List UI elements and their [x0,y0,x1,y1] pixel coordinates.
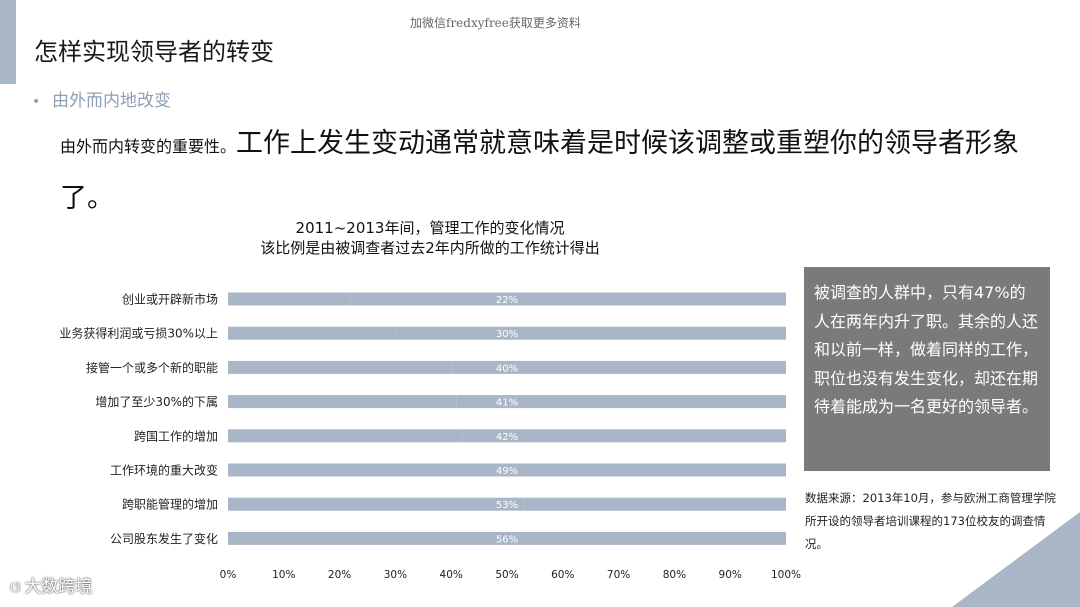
x-tick-label-4: 40% [440,569,463,581]
butterfly-icon: ଓ [10,578,21,596]
bar-value-0 [228,292,351,306]
lead-big-text: 工作上发生变动通常就意味着是时候该调整或重塑你的领导者形象了。 [60,128,1020,214]
category-label-0: 创业或开辟新市场 [122,292,218,307]
x-tick-label-3: 30% [384,569,407,581]
data-label-7: 56% [496,534,518,545]
category-label-7: 公司股东发生了变化 [110,531,218,546]
logo-text: 大数跨境 [24,577,93,597]
category-label-1: 业务获得利润或亏损30%以上 [59,326,218,341]
bar-value-4 [228,429,463,443]
bar-remainder-1 [395,326,786,340]
info-box: 被调查的人群中，只有47%的人在两年内升了职。其余的人还和以前一样，做着同样的工… [804,267,1050,471]
category-label-3: 增加了至少30%的下属 [95,394,218,409]
bar-remainder-3 [456,395,786,409]
bar-value-7 [228,531,541,545]
bar-remainder-2 [451,360,786,374]
x-tick-label-6: 60% [551,569,574,581]
x-tick-label-8: 80% [663,569,686,581]
bar-value-5 [228,463,502,477]
x-tick-label-0: 0% [220,569,237,581]
category-label-2: 接管一个或多个新的职能 [86,360,218,375]
chart-title: 2011~2013年间，管理工作的变化情况 [295,219,565,237]
bar-remainder-5 [501,463,786,477]
data-label-2: 40% [496,363,518,374]
bar-remainder-7 [540,531,786,545]
x-tick-label-9: 90% [719,569,742,581]
x-tick-label-1: 10% [272,569,295,581]
corner-decoration [952,512,1080,607]
x-tick-label-2: 20% [328,569,351,581]
bar-remainder-6 [523,497,786,511]
left-accent-bar [0,0,16,84]
page-title: 怎样实现领导者的转变 [34,38,274,66]
data-label-6: 53% [496,500,518,511]
bullet-item: • 由外而内地改变 [32,86,171,111]
bar-value-3 [228,395,457,409]
x-tick-label-5: 50% [495,569,518,581]
bar-remainder-4 [462,429,786,443]
x-tick-label-10: 100% [771,569,801,581]
bullet-dot-icon: • [32,94,41,110]
logo: ଓ 大数跨境 [10,572,92,597]
bar-value-2 [228,360,452,374]
data-label-3: 41% [496,398,518,409]
bar-value-1 [228,326,396,340]
chart-title-block: 2011~2013年间，管理工作的变化情况 该比例是由被调查者过去2年内所做的工… [220,218,640,258]
bullet-text: 由外而内地改变 [52,91,171,111]
lead-paragraph: 由外而内转变的重要性。工作上发生变动通常就意味着是时候该调整或重塑你的领导者形象… [60,118,1020,228]
category-label-6: 跨职能管理的增加 [122,497,218,512]
bar-remainder-0 [350,292,786,306]
data-label-1: 30% [496,329,518,340]
category-label-4: 跨国工作的增加 [134,428,218,443]
data-label-4: 42% [496,432,518,443]
lead-small-text: 由外而内转变的重要性。 [60,137,237,156]
bar-value-6 [228,497,524,511]
x-tick-label-7: 70% [607,569,630,581]
info-box-text: 被调查的人群中，只有47%的人在两年内升了职。其余的人还和以前一样，做着同样的工… [814,283,1039,416]
data-label-5: 49% [496,466,518,477]
chart-subtitle: 该比例是由被调查者过去2年内所做的工作统计得出 [260,239,600,257]
watermark-text: 加微信fredxyfree获取更多资料 [410,16,581,30]
data-label-0: 22% [496,295,518,306]
category-label-5: 工作环境的重大改变 [110,463,218,478]
